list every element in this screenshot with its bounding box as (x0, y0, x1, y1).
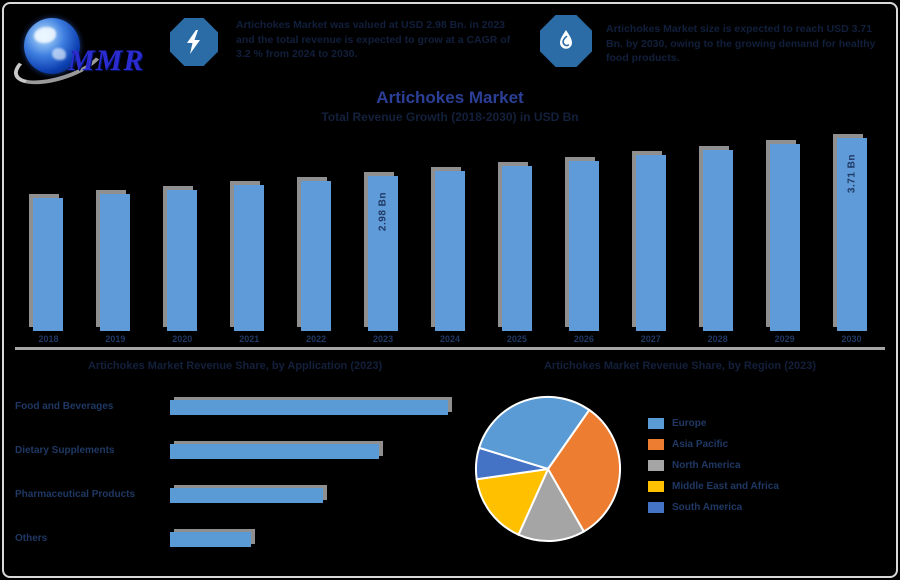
revenue-bar-2023: 2.98 Bn (368, 176, 399, 331)
legend-swatch-icon (648, 439, 664, 450)
callout-1-text: Artichokes Market was valued at USD 2.98… (236, 19, 511, 61)
x-axis-tick-2023: 2023 (373, 334, 394, 344)
droplet-swirl-icon (540, 15, 592, 67)
application-label: Dietary Supplements (15, 445, 115, 456)
bar-slot-2020: 2020 (149, 131, 216, 347)
revenue-bar-2028 (702, 150, 733, 331)
revenue-bar-2024 (434, 171, 465, 331)
callout-2-text: Artichokes Market size is expected to re… (606, 23, 876, 65)
legend-label: North America (672, 460, 741, 471)
application-bar (170, 400, 448, 415)
x-axis-tick-2030: 2030 (841, 334, 862, 344)
lightning-icon (170, 18, 218, 66)
revenue-bar-2027 (635, 155, 666, 331)
pie-slice-asia-pacific (546, 408, 622, 533)
legend-label: Europe (672, 418, 707, 429)
application-row: Others (15, 532, 470, 548)
globe-icon (24, 18, 80, 74)
bar-slot-2025: 2025 (483, 131, 550, 347)
application-bar (170, 488, 323, 503)
x-axis-tick-2018: 2018 (38, 334, 59, 344)
x-axis-tick-2028: 2028 (707, 334, 728, 344)
x-axis-tick-2019: 2019 (105, 334, 126, 344)
mmr-logo: MMR (8, 12, 146, 94)
bar-slot-2029: 2029 (751, 131, 818, 347)
bar-slot-2018: 2018 (15, 131, 82, 347)
legend-swatch-icon (648, 502, 664, 513)
revenue-bar-2022 (301, 181, 332, 331)
legend-swatch-icon (648, 481, 664, 492)
legend-label: Asia Pacific (672, 439, 729, 450)
region-chart-title: Artichokes Market Revenue Share, by Regi… (543, 360, 817, 372)
bar-slot-2026: 2026 (550, 131, 617, 347)
application-row: Pharmaceutical Products (15, 488, 470, 504)
application-label: Others (15, 533, 48, 544)
page-subtitle: Total Revenue Growth (2018-2030) in USD … (321, 110, 579, 124)
bar-slot-2030: 3.71 Bn 2030 (818, 131, 885, 347)
legend-item: South America (648, 502, 878, 513)
bar-slot-2023: 2.98 Bn 2023 (350, 131, 417, 347)
x-axis-tick-2020: 2020 (172, 334, 193, 344)
revenue-bar-2019 (100, 194, 131, 331)
revenue-bar-chart: 2018 2019 2020 2021 2022 2.98 Bn 2023 2024 2025 2… (15, 131, 885, 347)
revenue-bar-2025 (501, 166, 532, 331)
legend-swatch-icon (648, 418, 664, 429)
bar-value-label: 2.98 Bn (377, 192, 389, 232)
application-row: Food and Beverages (15, 400, 470, 416)
pie-slice-north-america (517, 466, 586, 542)
region-pie-chart (471, 392, 625, 546)
revenue-bar-2020 (167, 190, 198, 331)
revenue-bar-2018 (33, 198, 64, 331)
pie-slice-south-america (474, 446, 549, 481)
legend-label: Middle East and Africa (672, 481, 779, 492)
region-legend: Europe Asia Pacific North America Middle Ea… (648, 418, 878, 523)
pie-slice-europe (477, 396, 591, 471)
x-axis-tick-2027: 2027 (640, 334, 661, 344)
application-chart-title: Artichokes Market Revenue Share, by Appl… (87, 360, 383, 372)
legend-item: Middle East and Africa (648, 481, 878, 492)
legend-item: North America (648, 460, 878, 471)
x-axis-tick-2029: 2029 (774, 334, 795, 344)
x-axis-tick-2024: 2024 (439, 334, 460, 344)
legend-label: South America (672, 502, 743, 513)
application-bar (170, 532, 251, 547)
x-axis-tick-2025: 2025 (506, 334, 527, 344)
bar-slot-2021: 2021 (216, 131, 283, 347)
revenue-bar-2029 (769, 144, 800, 331)
legend-item: Asia Pacific (648, 439, 878, 450)
application-label: Pharmaceutical Products (15, 489, 136, 500)
revenue-bar-2030: 3.71 Bn (836, 138, 867, 331)
x-axis-tick-2022: 2022 (306, 334, 327, 344)
application-bar (170, 444, 379, 459)
legend-item: Europe (648, 418, 878, 429)
x-axis-tick-2021: 2021 (239, 334, 260, 344)
application-row: Dietary Supplements (15, 444, 470, 460)
logo-text: MMR (68, 44, 145, 77)
section-divider (15, 347, 885, 350)
x-axis-tick-2026: 2026 (573, 334, 594, 344)
bar-slot-2019: 2019 (82, 131, 149, 347)
bar-slot-2028: 2028 (684, 131, 751, 347)
pie-slice-middle-east-and-africa (475, 467, 550, 537)
revenue-bar-2021 (234, 185, 265, 331)
revenue-bar-2026 (568, 161, 599, 331)
bar-slot-2024: 2024 (417, 131, 484, 347)
legend-swatch-icon (648, 460, 664, 471)
page-title: Artichokes Market (376, 88, 524, 107)
bar-slot-2022: 2022 (283, 131, 350, 347)
application-label: Food and Beverages (15, 401, 114, 412)
bar-value-label: 3.71 Bn (846, 154, 858, 194)
bar-slot-2027: 2027 (617, 131, 684, 347)
